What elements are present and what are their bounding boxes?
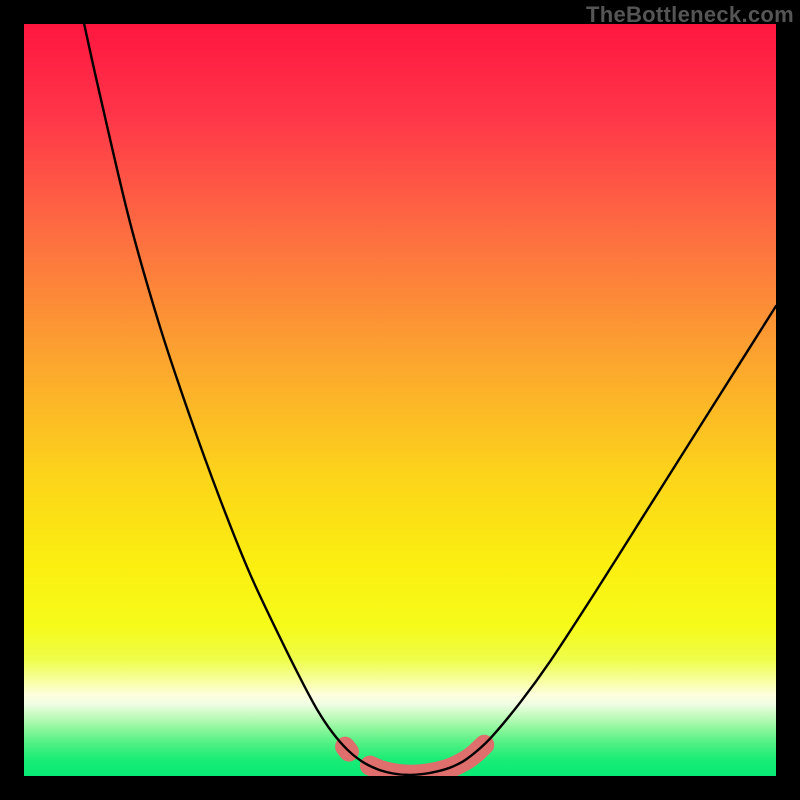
plot-gradient-background xyxy=(24,24,776,776)
chart-canvas xyxy=(0,0,800,800)
